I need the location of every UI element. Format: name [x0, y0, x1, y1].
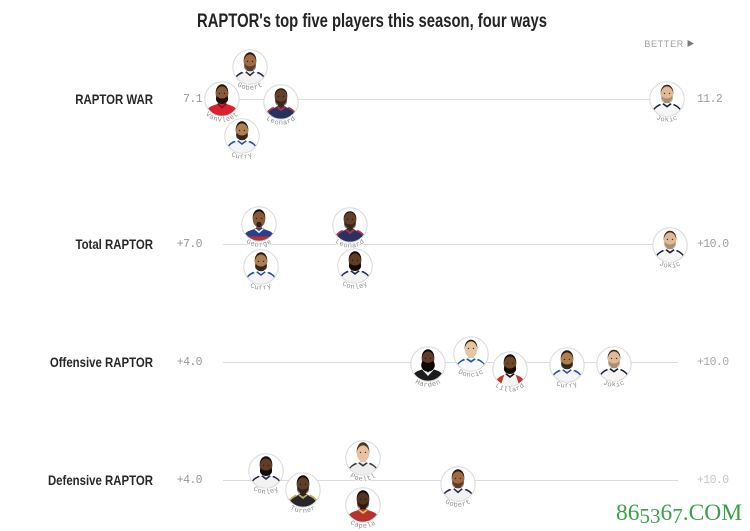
svg-text:Jokic: Jokic — [655, 114, 680, 124]
svg-text:Jokic: Jokic — [602, 379, 627, 389]
svg-text:Jokic: Jokic — [658, 260, 683, 270]
svg-text:Harden: Harden — [413, 378, 442, 389]
svg-text:Curry: Curry — [230, 151, 255, 161]
svg-text:George: George — [244, 238, 273, 249]
svg-text:Leonard: Leonard — [333, 238, 366, 251]
svg-text:Gobert: Gobert — [235, 81, 264, 92]
svg-text:Turner: Turner — [288, 504, 317, 515]
svg-text:Curry: Curry — [555, 380, 580, 390]
svg-text:Gobert: Gobert — [443, 498, 472, 509]
svg-text:Capela: Capela — [348, 519, 377, 530]
svg-text:Poeltl: Poeltl — [348, 472, 377, 483]
svg-text:Curry: Curry — [248, 282, 273, 292]
svg-text:Doncic: Doncic — [456, 368, 485, 379]
svg-text:Lillard: Lillard — [493, 382, 526, 395]
svg-text:Leonard: Leonard — [264, 115, 297, 128]
svg-text:Conley: Conley — [340, 280, 369, 291]
svg-text:Conley: Conley — [251, 485, 280, 496]
